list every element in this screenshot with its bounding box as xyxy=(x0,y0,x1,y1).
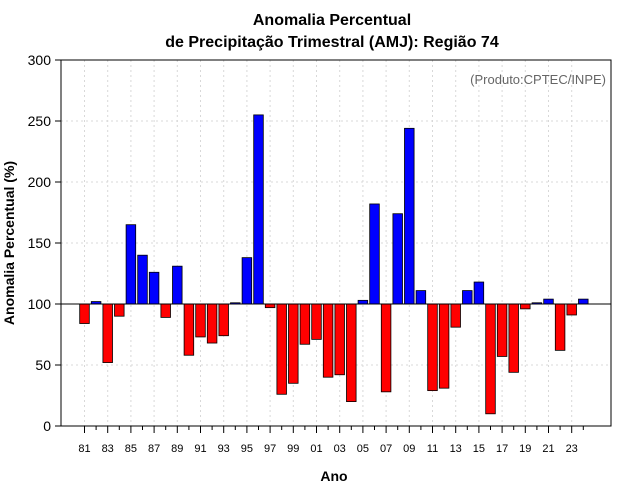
bar-18 xyxy=(508,303,519,373)
x-tick-label: 13 xyxy=(450,443,462,455)
y-tick-label: 150 xyxy=(28,235,52,251)
bar-17 xyxy=(496,303,508,357)
bar-95 xyxy=(241,257,253,305)
bar-87 xyxy=(148,271,160,305)
bar-07 xyxy=(380,303,392,393)
bar-00 xyxy=(299,303,311,345)
bar-96 xyxy=(253,114,264,305)
x-tick-label: 03 xyxy=(334,443,346,455)
x-tick-label: 93 xyxy=(218,443,230,455)
bar-83 xyxy=(102,303,113,363)
bar-85 xyxy=(125,224,137,305)
chart-subtitle: de Precipitação Trimestral (AMJ): Região… xyxy=(165,34,499,51)
bar-16 xyxy=(485,303,496,415)
bar-04 xyxy=(346,303,357,402)
x-tick-label: 19 xyxy=(519,443,531,455)
bar-92 xyxy=(206,303,218,344)
bar-81 xyxy=(79,303,90,324)
x-tick-label: 15 xyxy=(473,443,485,455)
x-tick-label: 11 xyxy=(427,443,438,455)
x-axis: 81 83 85 87 89 91 93 95 97 99 01 03 05 07 09 11 13 15 17 19… xyxy=(78,426,584,455)
x-tick-label: 05 xyxy=(357,443,369,455)
bar-11 xyxy=(427,303,438,392)
bar-03 xyxy=(334,303,345,376)
x-tick-label: 07 xyxy=(380,443,392,455)
y-tick-label: 0 xyxy=(43,418,51,434)
bar-21 xyxy=(543,298,554,305)
bar-99 xyxy=(288,303,299,384)
y-axis: 0 50 100 150 200 250 300 xyxy=(28,52,61,434)
bar-08 xyxy=(392,213,403,305)
x-tick-label: 01 xyxy=(310,443,322,455)
x-tick-label: 23 xyxy=(566,443,578,455)
y-tick-label: 250 xyxy=(28,113,52,129)
bar-09 xyxy=(404,127,415,305)
x-tick-label: 09 xyxy=(403,443,415,455)
x-tick-label: 99 xyxy=(287,443,299,455)
x-tick-label: 85 xyxy=(125,443,137,455)
y-axis-label: Anomalia Percentual (%) xyxy=(1,161,17,325)
y-tick-label: 100 xyxy=(28,296,52,312)
y-tick-label: 50 xyxy=(35,357,51,373)
x-axis-label: Ano xyxy=(320,468,347,484)
x-tick-label: 83 xyxy=(102,443,114,455)
bar-13 xyxy=(450,303,461,328)
credit-label: (Produto:CPTEC/INPE) xyxy=(470,72,606,87)
x-tick-label: 87 xyxy=(148,443,160,455)
x-tick-label: 21 xyxy=(542,443,554,455)
bar-14 xyxy=(462,290,473,305)
bar-98 xyxy=(276,303,287,395)
y-tick-label: 300 xyxy=(28,52,52,68)
bar-22 xyxy=(554,303,566,351)
bar-12 xyxy=(438,303,450,389)
y-tick-label: 200 xyxy=(28,174,52,190)
bar-01 xyxy=(311,303,322,340)
x-tick-label: 95 xyxy=(241,443,253,455)
bar-90 xyxy=(183,303,195,356)
bar-15 xyxy=(473,281,485,305)
bar-97 xyxy=(264,303,276,309)
x-tick-label: 81 xyxy=(78,443,90,455)
bar-06 xyxy=(369,203,380,305)
bar-91 xyxy=(195,303,206,338)
bar-88 xyxy=(160,303,171,318)
bar-19 xyxy=(520,303,531,310)
x-tick-label: 17 xyxy=(496,443,508,455)
bar-02 xyxy=(322,303,334,378)
bar-24 xyxy=(578,298,589,305)
bar-10 xyxy=(415,290,427,305)
x-tick-label: 89 xyxy=(171,443,183,455)
bar-05 xyxy=(357,299,369,305)
bars xyxy=(79,114,589,415)
bar-86 xyxy=(137,254,148,305)
bar-89 xyxy=(172,265,183,305)
x-tick-label: 91 xyxy=(194,443,206,455)
x-tick-label: 97 xyxy=(264,443,276,455)
bar-84 xyxy=(114,303,125,317)
bar-23 xyxy=(566,303,577,316)
bar-93 xyxy=(218,303,229,337)
chart-title: Anomalia Percentual xyxy=(253,12,411,29)
